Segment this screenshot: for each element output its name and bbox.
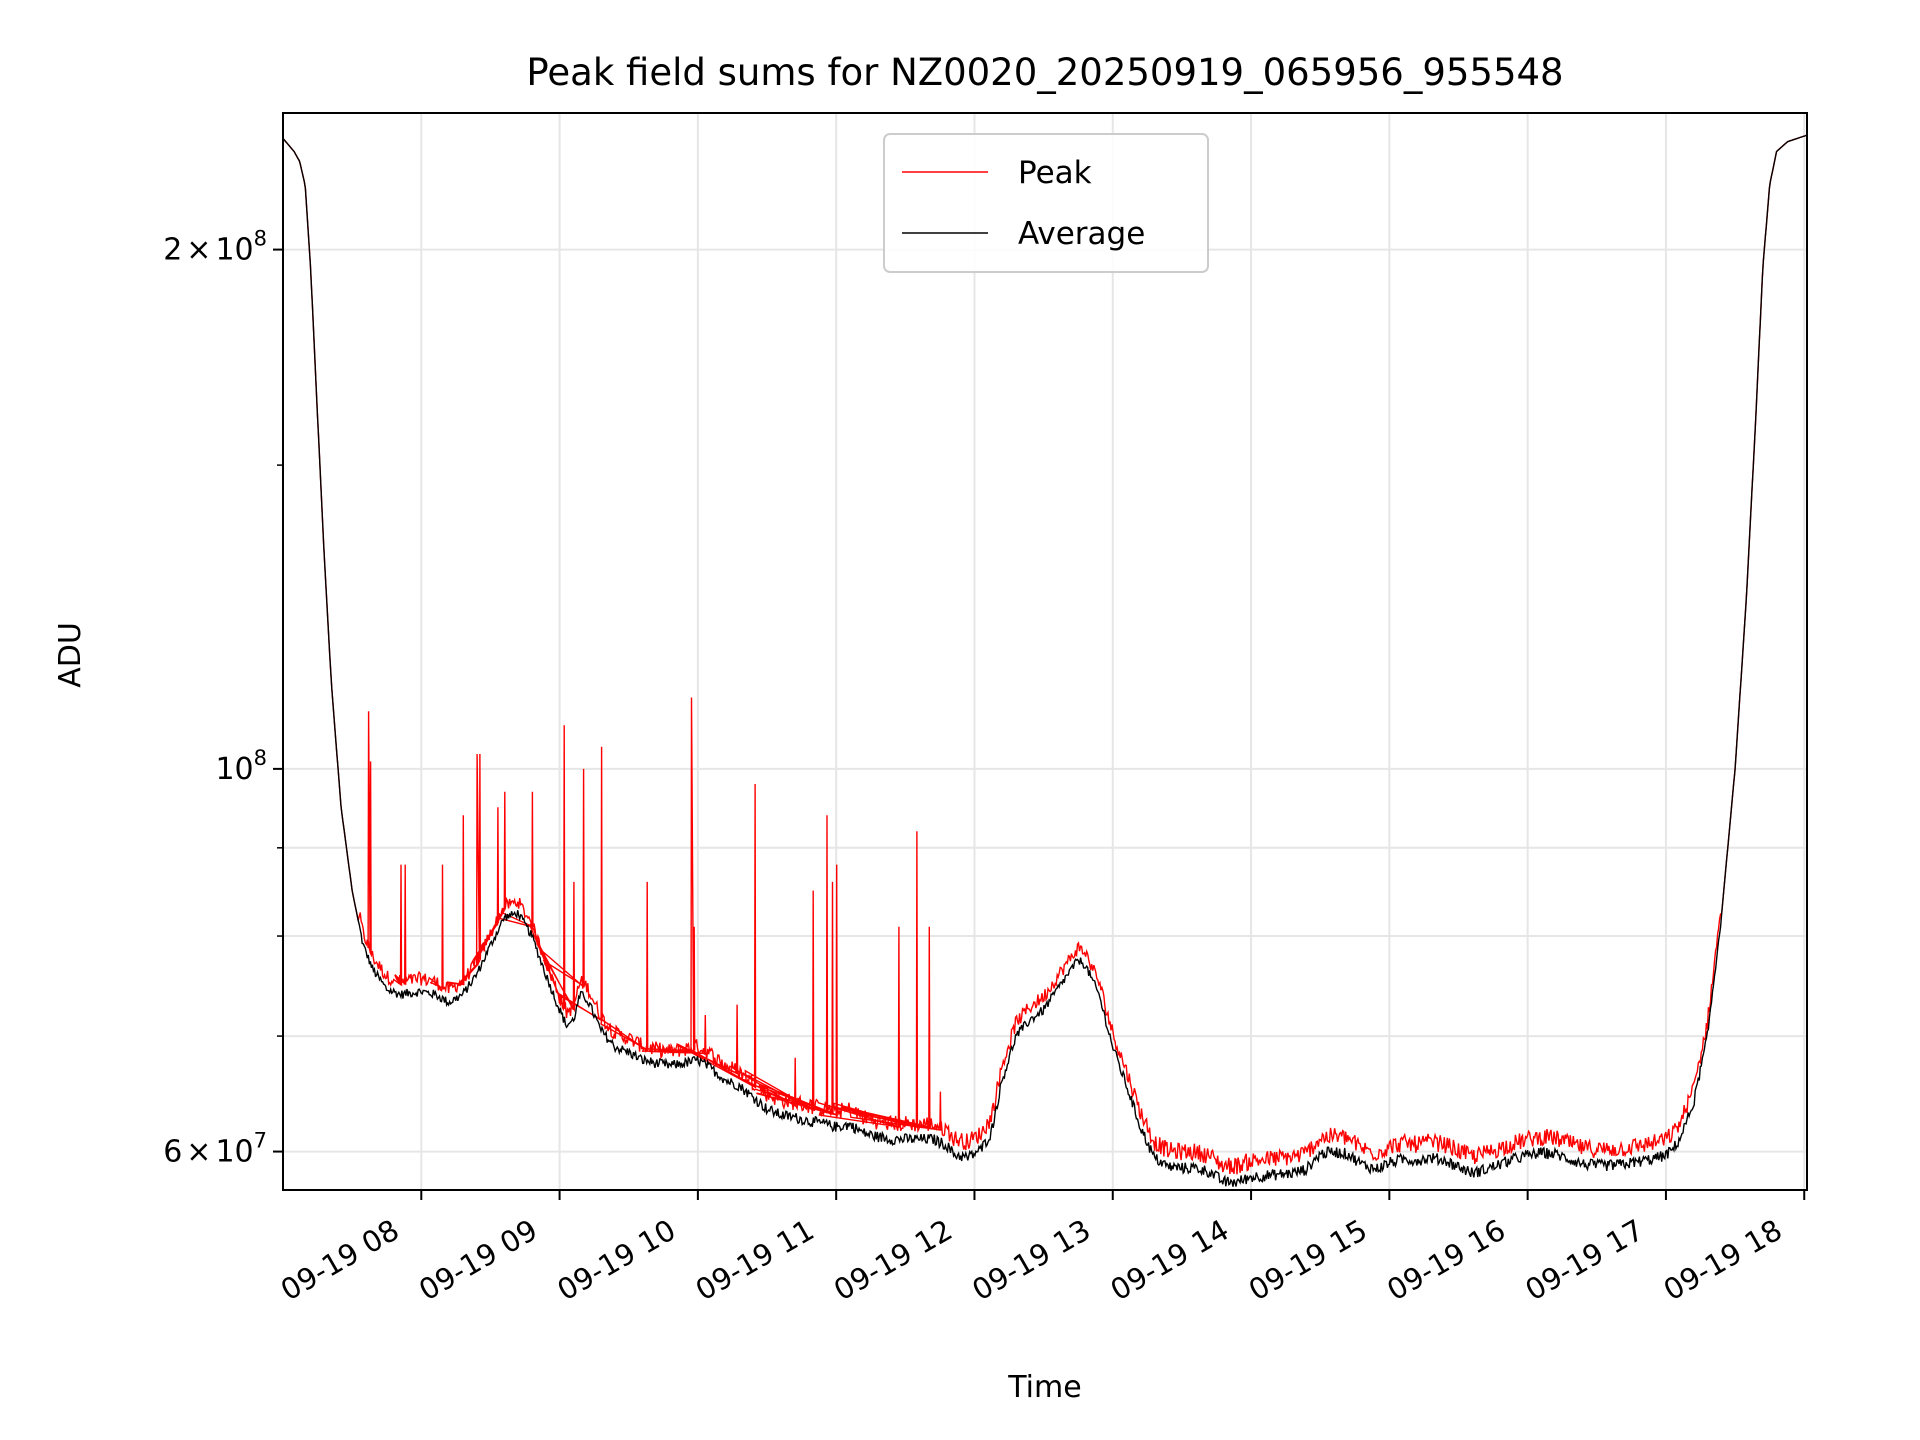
x-tick-label: 09-19 17 xyxy=(1520,1213,1650,1308)
legend-label-peak: Peak xyxy=(1018,155,1092,191)
legend-box xyxy=(883,133,1209,273)
plot-area xyxy=(283,134,1807,1187)
x-tick-label: 09-19 14 xyxy=(1105,1213,1235,1308)
y-tick-label: 2 × 108 xyxy=(163,227,267,268)
x-axis-label: Time xyxy=(1007,1370,1081,1405)
y-axis-label: ADU xyxy=(53,622,88,688)
y-tick-label: 108 xyxy=(215,746,267,787)
legend: Peak Average xyxy=(883,133,1209,273)
series-line-peak xyxy=(283,134,1807,1175)
series-line-average xyxy=(283,134,1807,1187)
chart-title: Peak field sums for NZ0020_20250919_0659… xyxy=(526,51,1563,94)
x-tick-label: 09-19 16 xyxy=(1381,1213,1511,1308)
x-tick-label: 09-19 11 xyxy=(690,1213,820,1308)
y-axis-ticks: 2 × 108 108 6 × 107 xyxy=(163,227,283,1170)
y-tick-label: 6 × 107 xyxy=(163,1129,267,1170)
grid xyxy=(283,113,1807,1190)
legend-label-average: Average xyxy=(1018,216,1145,252)
x-tick-label: 09-19 08 xyxy=(275,1213,405,1308)
x-tick-label: 09-19 18 xyxy=(1658,1213,1788,1308)
x-tick-label: 09-19 10 xyxy=(551,1213,681,1308)
x-tick-label: 09-19 12 xyxy=(828,1213,958,1308)
x-tick-label: 09-19 09 xyxy=(413,1213,543,1308)
x-axis-ticks: 09-19 08 09-19 09 09-19 10 09-19 11 09-19 12… xyxy=(275,1190,1806,1308)
x-tick-label: 09-19 13 xyxy=(966,1213,1096,1308)
axes-frame xyxy=(282,112,1808,1191)
x-tick-label: 09-19 15 xyxy=(1243,1213,1373,1308)
